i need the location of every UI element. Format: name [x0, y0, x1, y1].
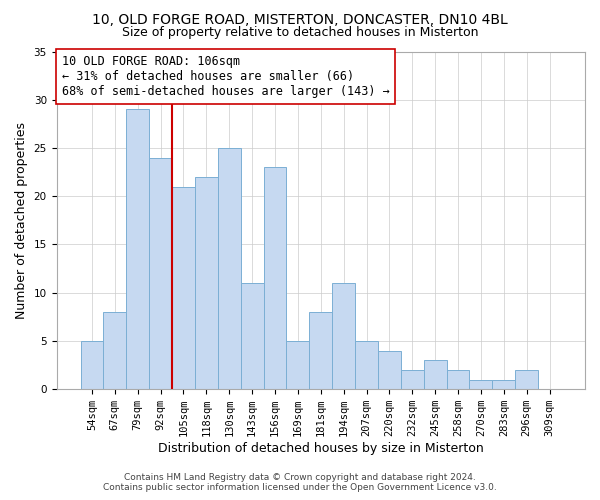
Bar	[263, 168, 286, 389]
Bar	[355, 341, 378, 389]
Bar	[149, 158, 172, 389]
Bar	[424, 360, 446, 389]
Bar	[241, 283, 263, 389]
Bar	[310, 312, 332, 389]
Text: Size of property relative to detached houses in Misterton: Size of property relative to detached ho…	[122, 26, 478, 39]
Bar	[286, 341, 310, 389]
Bar	[218, 148, 241, 389]
Bar	[378, 350, 401, 389]
Bar	[446, 370, 469, 389]
Text: 10, OLD FORGE ROAD, MISTERTON, DONCASTER, DN10 4BL: 10, OLD FORGE ROAD, MISTERTON, DONCASTER…	[92, 12, 508, 26]
Bar	[493, 380, 515, 389]
Bar	[469, 380, 493, 389]
Bar	[515, 370, 538, 389]
Bar	[195, 177, 218, 389]
Y-axis label: Number of detached properties: Number of detached properties	[15, 122, 28, 319]
Bar	[127, 110, 149, 389]
Bar	[172, 186, 195, 389]
Text: Contains HM Land Registry data © Crown copyright and database right 2024.
Contai: Contains HM Land Registry data © Crown c…	[103, 473, 497, 492]
Bar	[103, 312, 127, 389]
Bar	[80, 341, 103, 389]
Text: 10 OLD FORGE ROAD: 106sqm
← 31% of detached houses are smaller (66)
68% of semi-: 10 OLD FORGE ROAD: 106sqm ← 31% of detac…	[62, 55, 389, 98]
X-axis label: Distribution of detached houses by size in Misterton: Distribution of detached houses by size …	[158, 442, 484, 455]
Bar	[401, 370, 424, 389]
Bar	[332, 283, 355, 389]
